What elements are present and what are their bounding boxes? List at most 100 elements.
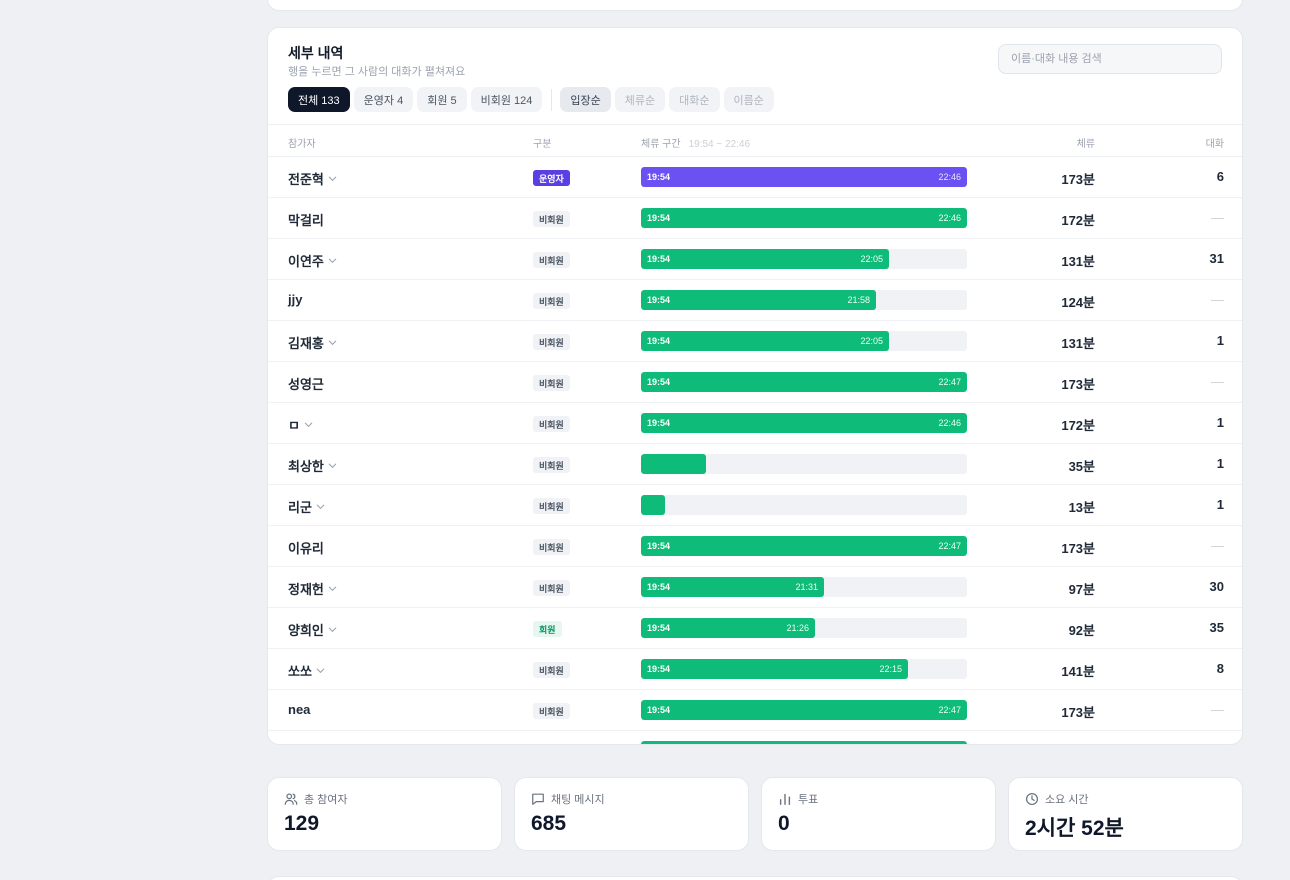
chevron-down-icon[interactable] <box>327 255 338 266</box>
stay-range-bar: 19:54 22:47 <box>641 536 967 556</box>
table-row[interactable]: 이연주 비회원 19:54 22:05 131분 31 <box>268 239 1242 280</box>
table-row[interactable]: 전준혁 운영자 19:54 22:46 173분 6 <box>268 157 1242 198</box>
stay-end-time: 21:31 <box>795 582 818 592</box>
table-row[interactable]: 막걸리 비회원 19:54 22:46 172분 — <box>268 198 1242 239</box>
filter-member[interactable]: 회원 5 <box>417 87 467 112</box>
search-input[interactable] <box>998 44 1222 74</box>
stay-duration: 131분 <box>1061 336 1095 351</box>
column-stay[interactable]: 체류 <box>1076 139 1095 150</box>
chat-count: — <box>1211 538 1224 553</box>
stay-range-track: 19:54 22:15 <box>641 659 967 679</box>
role-badge: 비회원 <box>533 539 570 555</box>
stay-start-time: 19:54 <box>647 336 671 346</box>
stay-start-time: 19:54 <box>647 705 671 715</box>
stay-range-bar: 19:54 21:26 <box>641 618 815 638</box>
sort-chat[interactable]: 대화순 <box>669 87 720 112</box>
table-row[interactable]: 쏘쏘 비회원 19:54 22:15 141분 8 <box>268 649 1242 690</box>
stay-end-time: 22:46 <box>938 172 961 182</box>
sort-stay[interactable]: 체류순 <box>614 87 666 112</box>
participant-name: jjy <box>288 292 302 307</box>
table-row[interactable]: 양희인 회원 19:54 21:26 92분 35 <box>268 608 1242 649</box>
chevron-down-icon[interactable] <box>315 501 326 512</box>
table-row[interactable]: 이유리 비회원 19:54 22:47 173분 — <box>268 526 1242 567</box>
column-participant[interactable]: 참가자 <box>288 139 316 150</box>
chevron-down-icon[interactable] <box>327 624 338 635</box>
chat-icon <box>532 793 544 805</box>
chevron-down-icon[interactable] <box>303 419 314 430</box>
column-chat[interactable]: 대화 <box>1205 139 1224 150</box>
participant-name: ㅁ <box>288 415 314 434</box>
stay-duration: 131분 <box>1061 254 1095 269</box>
chevron-down-icon[interactable] <box>327 337 338 348</box>
table-row[interactable]: 정재헌 비회원 19:54 21:31 97분 30 <box>268 567 1242 608</box>
stay-range-track: 19:54 21:58 <box>641 290 967 310</box>
stay-duration: 13분 <box>1068 500 1095 515</box>
sort-name[interactable]: 이름순 <box>723 87 774 112</box>
stay-duration: 141분 <box>1061 664 1095 679</box>
participant-name-text: 최상한 <box>288 459 324 474</box>
stat-value: 685 <box>531 812 567 835</box>
table-row[interactable]: 최상한 비회원 35분 1 <box>268 444 1242 485</box>
column-category[interactable]: 구분 <box>533 139 552 150</box>
stat-label: 투표 <box>798 794 819 806</box>
chat-count: 30 <box>1209 579 1224 594</box>
chat-count: 35 <box>1209 620 1224 635</box>
stay-range-track: 19:54 22:47 <box>641 700 967 720</box>
participant-name: 양희인 <box>288 620 338 639</box>
chat-count: 31 <box>1209 251 1224 266</box>
stat-label: 총 참여자 <box>304 794 348 806</box>
participant-name: 김재홍 <box>288 333 338 352</box>
stay-end-time: 22:46 <box>938 213 961 223</box>
participant-name-text: nea <box>288 702 311 717</box>
participant-name-text: 김재홍 <box>288 336 324 351</box>
table-header: 참가자 구분 체류 구간 19:54 ~ 22:46 체류 대화 <box>268 124 1242 157</box>
stay-duration: 35분 <box>1068 459 1095 474</box>
stay-start-time: 19:54 <box>647 418 671 428</box>
table-row[interactable]: 리군 비회원 13분 1 <box>268 485 1242 526</box>
filter-guest[interactable]: 비회원 124 <box>470 87 543 112</box>
stay-range-bar: 19:54 21:58 <box>641 290 876 310</box>
filter-operator[interactable]: 운영자 4 <box>353 87 414 112</box>
participant-name: 이연주 <box>288 251 338 270</box>
role-badge: 비회원 <box>533 662 570 678</box>
filter-all[interactable]: 전체 133 <box>288 87 350 112</box>
table-row[interactable]: ㅁ 비회원 19:54 22:46 172분 1 <box>268 403 1242 444</box>
participant-name: 쏘쏘 <box>288 661 326 680</box>
column-stay-range-label: 체류 구간 <box>641 139 681 150</box>
chevron-down-icon[interactable] <box>327 173 338 184</box>
stay-range-track <box>641 454 967 474</box>
column-stay-range[interactable]: 체류 구간 19:54 ~ 22:46 <box>641 135 750 150</box>
table-row[interactable]: 김재홍 비회원 19:54 22:05 131분 1 <box>268 321 1242 362</box>
stay-duration: 173분 <box>1061 377 1095 392</box>
role-badge: 비회원 <box>533 375 570 391</box>
participant-name: 정재헌 <box>288 579 338 598</box>
chevron-down-icon[interactable] <box>315 665 326 676</box>
role-badge: 비회원 <box>533 293 570 309</box>
table-row[interactable]: 성영근 비회원 19:54 22:47 173분 — <box>268 362 1242 403</box>
participant-name-text: 막걸리 <box>288 213 324 228</box>
stay-range-bar <box>641 741 967 744</box>
stay-start-time: 19:54 <box>647 541 671 551</box>
participant-name-text: 성영근 <box>288 377 324 392</box>
chat-count: — <box>1211 702 1224 717</box>
sort-entry[interactable]: 입장순 <box>560 87 611 112</box>
stat-card-duration: 소요 시간 2시간 52분 <box>1008 777 1243 851</box>
stay-end-time: 21:58 <box>847 295 870 305</box>
stay-start-time: 19:54 <box>647 377 671 387</box>
participant-name-text: 이연주 <box>288 254 324 269</box>
stay-end-time: 22:05 <box>860 254 883 264</box>
chat-count: 6 <box>1216 169 1224 184</box>
stay-start-time: 19:54 <box>647 295 671 305</box>
chat-count: — <box>1211 374 1224 389</box>
table-row[interactable] <box>268 731 1242 744</box>
table-row[interactable]: nea 비회원 19:54 22:47 173분 — <box>268 690 1242 731</box>
chevron-down-icon[interactable] <box>327 583 338 594</box>
table-row[interactable]: jjy 비회원 19:54 21:58 124분 — <box>268 280 1242 321</box>
stay-range-track: 19:54 22:47 <box>641 372 967 392</box>
chat-count: — <box>1211 292 1224 307</box>
stay-range-bar: 19:54 22:46 <box>641 167 967 187</box>
chevron-down-icon[interactable] <box>327 460 338 471</box>
participant-name-text: ㅁ <box>288 418 300 433</box>
stay-duration: 173분 <box>1061 172 1095 187</box>
stay-start-time: 19:54 <box>647 172 671 182</box>
